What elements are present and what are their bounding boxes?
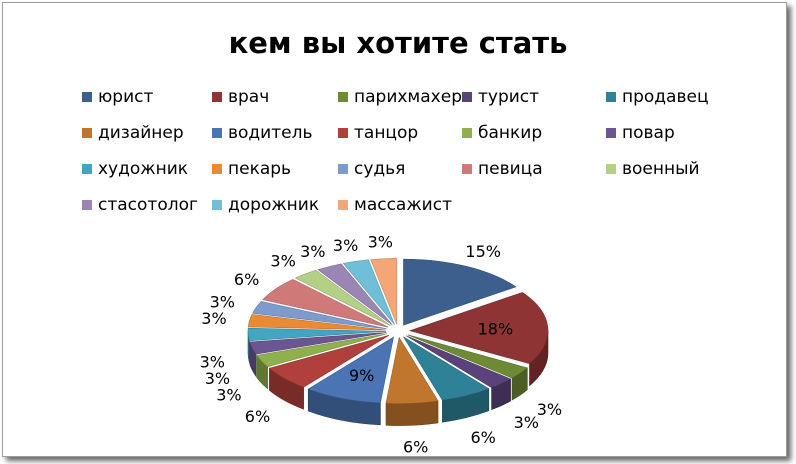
pie-slice — [262, 279, 389, 328]
pie-slice — [317, 263, 393, 326]
data-label: 3% — [368, 233, 393, 252]
pie-slice — [385, 336, 439, 404]
pie-slice — [342, 259, 395, 325]
data-label: 3% — [300, 242, 325, 261]
data-label: 6% — [234, 270, 259, 289]
pie-slice — [403, 336, 490, 401]
legend-swatch — [82, 200, 92, 210]
pie-slice — [256, 333, 388, 368]
pie-slice — [403, 258, 517, 326]
legend-item: водитель — [212, 120, 312, 146]
legend-item: повар — [606, 120, 675, 146]
chart-title: кем вы хотите стать — [228, 26, 568, 60]
pie-slice — [307, 336, 394, 404]
legend-item: банкир — [462, 120, 542, 146]
legend-swatch — [212, 164, 222, 174]
legend-item: судья — [338, 156, 405, 182]
legend-item: стасотолог — [82, 192, 198, 218]
legend-label: банкир — [478, 123, 543, 143]
pie-slice-side — [385, 400, 439, 426]
legend-swatch — [212, 200, 222, 210]
legend-label: повар — [622, 123, 675, 143]
legend-label: дорожник — [228, 195, 320, 215]
legend-swatch — [82, 128, 92, 138]
data-label: 9% — [349, 366, 374, 385]
legend-item: художник — [82, 156, 188, 182]
legend-swatch — [338, 92, 348, 102]
legend-swatch — [338, 200, 348, 210]
data-label: 6% — [471, 428, 496, 447]
legend-label: массажист — [354, 195, 452, 215]
data-label: 3% — [216, 385, 241, 404]
pie-slice — [247, 327, 387, 342]
data-label: 3% — [537, 400, 562, 419]
data-label: 15% — [465, 242, 501, 261]
pie-slice — [247, 314, 387, 331]
data-label: 3% — [270, 251, 295, 270]
legend-swatch — [82, 92, 92, 102]
legend-swatch — [212, 128, 222, 138]
legend-label: танцор — [354, 123, 419, 143]
legend-label: дизайнер — [98, 123, 184, 143]
legend-swatch — [606, 128, 616, 138]
data-label: 6% — [403, 437, 428, 456]
legend-swatch — [462, 92, 472, 102]
legend-item: юрист — [82, 84, 153, 110]
data-label: 3% — [210, 293, 235, 312]
legend-label: парихмахер — [354, 87, 462, 107]
pie-slice — [406, 335, 512, 388]
legend-swatch — [606, 92, 616, 102]
pie-slice — [294, 269, 391, 327]
legend-item: продавец — [606, 84, 709, 110]
legend-label: стасотолог — [98, 195, 198, 215]
legend-swatch — [212, 92, 222, 102]
legend-swatch — [338, 164, 348, 174]
legend-item: певица — [462, 156, 543, 182]
pie-slice — [252, 301, 387, 330]
data-label: 3% — [205, 369, 230, 388]
pie-slice — [249, 332, 387, 355]
legend-item: врач — [212, 84, 269, 110]
legend-label: судья — [354, 159, 406, 179]
legend-label: турист — [478, 87, 540, 107]
legend-label: продавец — [622, 87, 709, 107]
legend-label: военный — [622, 159, 700, 179]
data-label: 3% — [514, 413, 539, 432]
data-label: 6% — [245, 407, 270, 426]
legend-label: художник — [98, 159, 189, 179]
legend-swatch — [606, 164, 616, 174]
legend-label: пекарь — [228, 159, 292, 179]
legend-item: дорожник — [212, 192, 319, 218]
pie-slice — [370, 258, 398, 325]
pie-slice — [407, 334, 528, 379]
data-label: 3% — [200, 352, 225, 371]
legend-swatch — [82, 164, 92, 174]
legend-swatch — [338, 128, 348, 138]
legend-item: парихмахер — [338, 84, 462, 110]
data-label: 18% — [478, 320, 514, 339]
legend-item: пекарь — [212, 156, 291, 182]
pie-slice — [268, 335, 390, 388]
legend-item: военный — [606, 156, 700, 182]
legend-item: турист — [462, 84, 539, 110]
legend-item: массажист — [338, 192, 452, 218]
data-label: 3% — [201, 309, 226, 328]
legend-item: дизайнер — [82, 120, 184, 146]
legend-label: врач — [228, 87, 270, 107]
pie-slice — [408, 292, 549, 365]
data-label: 3% — [333, 236, 358, 255]
legend-label: водитель — [228, 123, 313, 143]
legend-item: танцор — [338, 120, 418, 146]
legend-label: юрист — [98, 87, 154, 107]
legend-swatch — [462, 128, 472, 138]
legend-swatch — [462, 164, 472, 174]
legend-label: певица — [478, 159, 543, 179]
